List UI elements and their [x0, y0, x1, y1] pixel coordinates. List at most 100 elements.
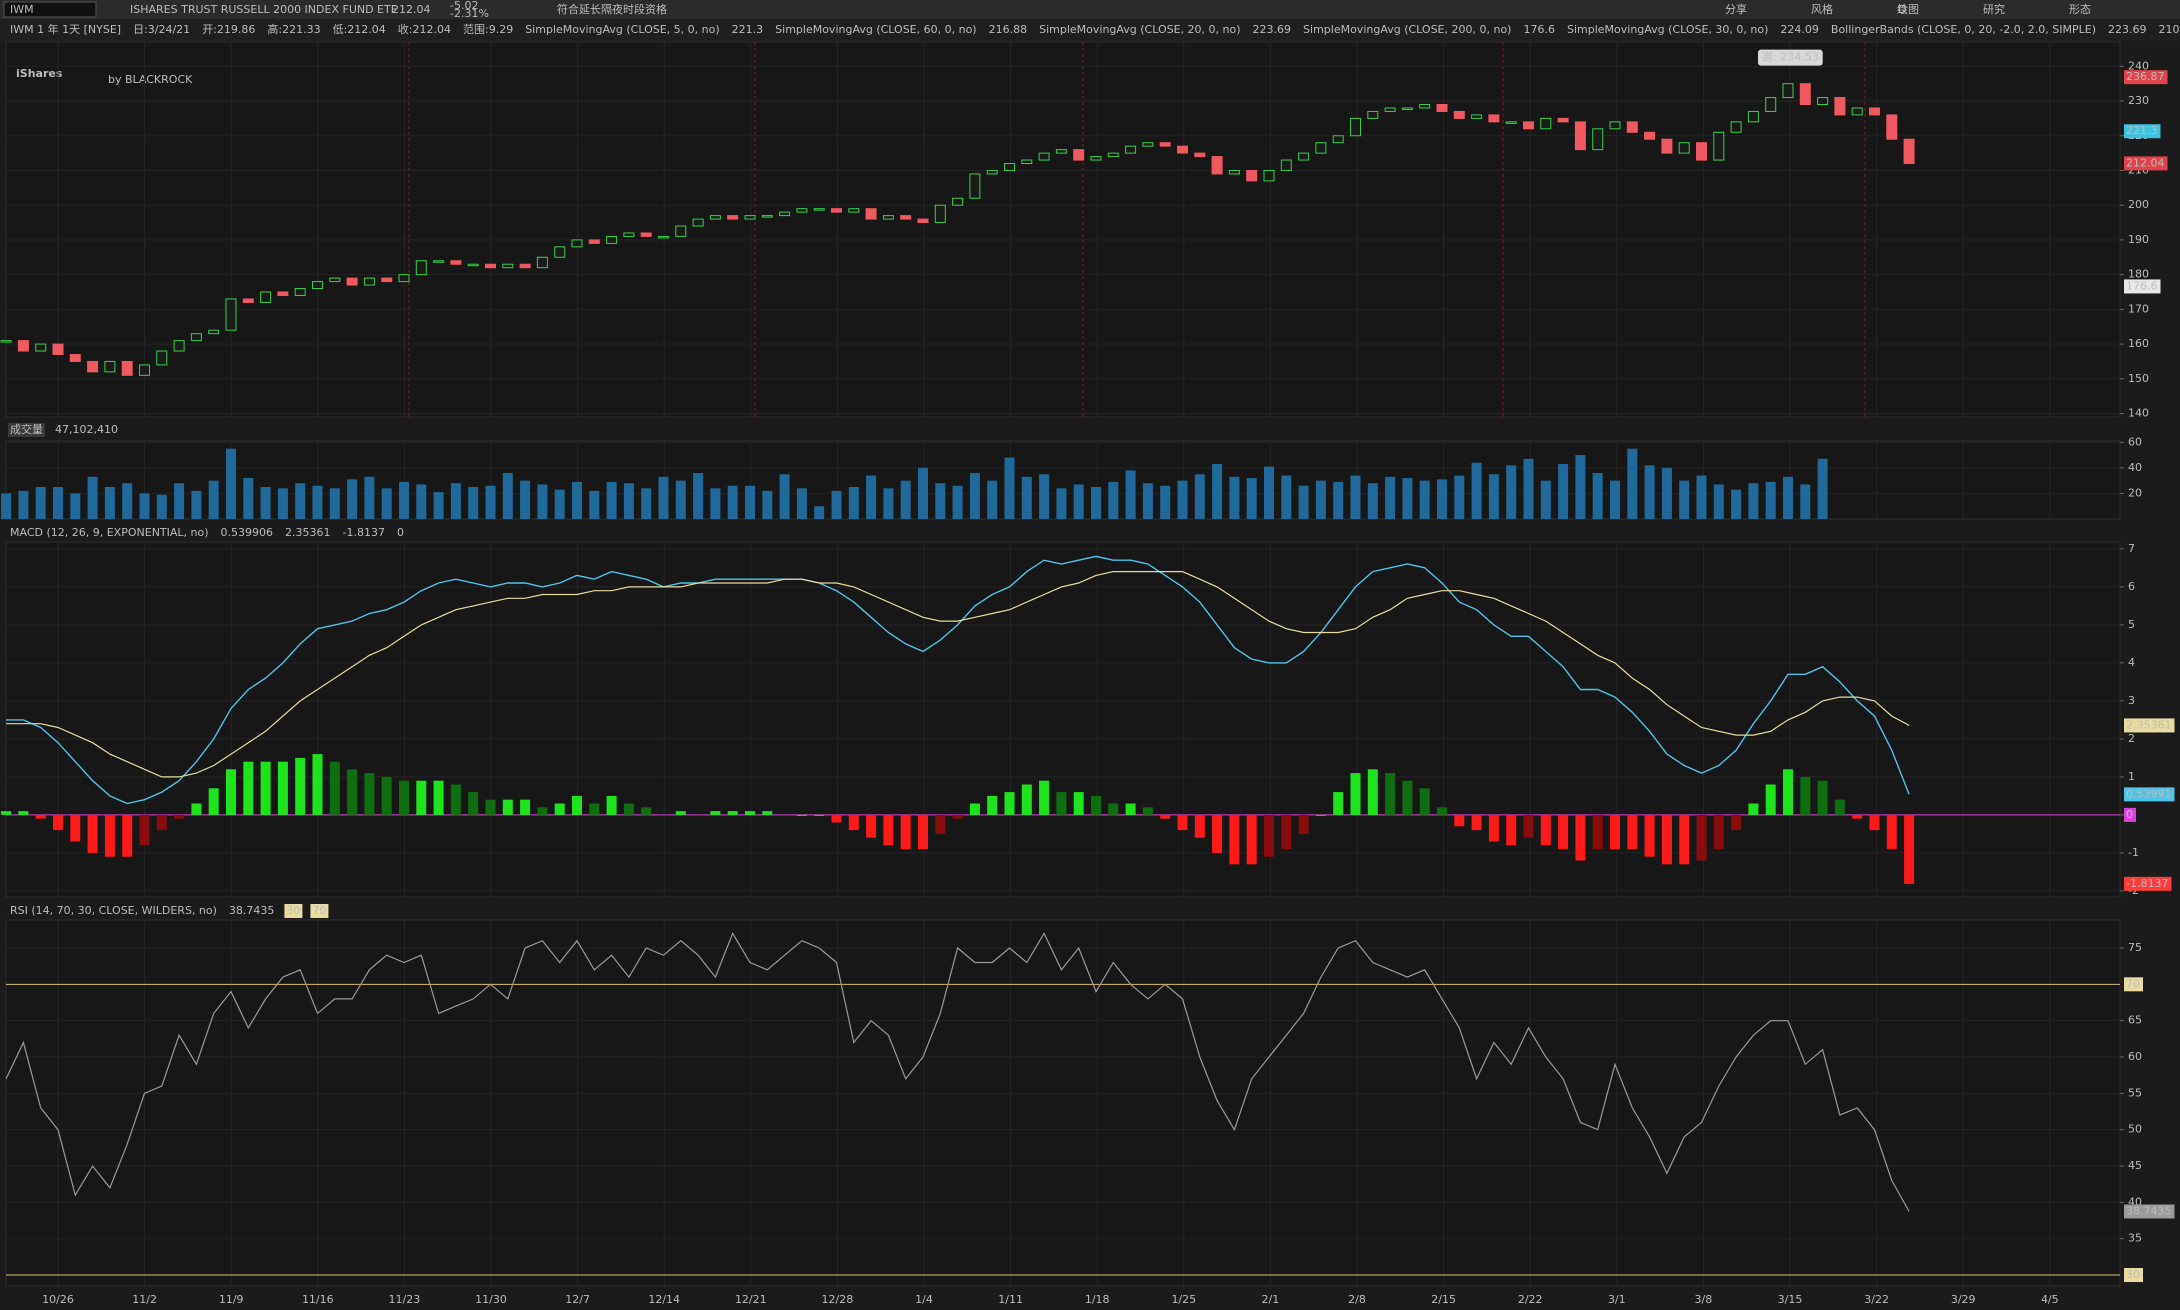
volume-bar [1661, 467, 1672, 519]
volume-bar [1437, 479, 1447, 519]
volume-bar [1350, 475, 1361, 519]
readout: 低:212.04 [333, 23, 386, 36]
y-tick-label: 230 [2128, 94, 2149, 107]
candle [865, 208, 877, 220]
period[interactable]: D [1898, 3, 1906, 16]
rsi-line [5, 932, 1910, 1212]
y-tick-label: 170 [2128, 302, 2149, 315]
candle [1661, 138, 1673, 154]
volume-bar [952, 485, 963, 519]
histogram-bar [191, 803, 202, 815]
high-note-bg [1758, 49, 1823, 66]
toolbar-button[interactable]: 形态 [2069, 3, 2091, 16]
volume-bar [329, 488, 340, 519]
candle [1574, 121, 1586, 151]
volume-bar [641, 488, 652, 519]
volume-bar [87, 476, 98, 519]
readout: 0 [397, 526, 404, 539]
session-badge: 符合延长隔夜时段资格 [557, 2, 667, 16]
volume-bar [1540, 480, 1551, 519]
candle [1298, 152, 1310, 161]
candle [1073, 149, 1085, 161]
volume-bar [1488, 474, 1499, 519]
candle [1350, 117, 1361, 137]
toolbar-button[interactable]: 分享 [1725, 2, 1747, 16]
readout: 收:212.04 [398, 22, 451, 36]
candle [934, 204, 946, 224]
volume-bar [1315, 480, 1326, 519]
candle [381, 277, 393, 283]
histogram-bar [1350, 773, 1361, 815]
histogram-bar [1748, 803, 1759, 815]
volume-bar [433, 492, 444, 519]
symbol-input[interactable] [3, 1, 97, 18]
volume-bar [727, 485, 738, 519]
toolbar-button[interactable]: 风格 [1811, 2, 1833, 16]
candle [1194, 152, 1206, 158]
candle [87, 360, 99, 373]
histogram-bar [1091, 795, 1101, 815]
volume-bar [485, 485, 496, 519]
candle [900, 215, 912, 220]
histogram-bar [900, 814, 911, 850]
histogram-bar [1177, 814, 1188, 831]
candle [1332, 135, 1344, 144]
readout: 216.88 [989, 23, 1028, 36]
histogram-bar [1713, 814, 1724, 850]
candle [450, 260, 462, 265]
histogram-bar [658, 814, 669, 816]
symbol[interactable]: IWM [10, 3, 34, 16]
histogram-bar [1886, 814, 1897, 850]
histogram-bar [1471, 814, 1482, 831]
histogram-bar [502, 799, 513, 815]
volume-bar [1610, 480, 1620, 519]
candle [519, 263, 531, 269]
price-marker-label: 30 [2126, 1268, 2140, 1281]
histogram-bar [1004, 792, 1015, 815]
candle [606, 235, 618, 244]
histogram-bar [1904, 814, 1915, 884]
histogram-bar [572, 795, 582, 815]
readout: 223.69 [1253, 23, 1292, 36]
readout: 范围:9.29 [463, 22, 513, 36]
candle [1384, 107, 1396, 112]
histogram-bar [1125, 803, 1136, 815]
x-tick-label: 10/26 [42, 1293, 74, 1306]
price-marker-label: 236.87 [2126, 70, 2165, 83]
candle [1038, 152, 1050, 161]
volume-bar [156, 494, 167, 519]
volume-bar [693, 472, 704, 519]
watermark-brand: iShares [16, 67, 63, 80]
candle [709, 215, 721, 220]
histogram-bar [814, 814, 825, 816]
volume-bar [1385, 476, 1396, 519]
histogram-bar [1194, 814, 1205, 838]
candle [1142, 142, 1154, 147]
volume-bar [1523, 458, 1534, 519]
histogram-bar [70, 814, 81, 842]
toolbar-button[interactable]: 绘图 [1897, 2, 1919, 16]
histogram-bar [710, 811, 721, 815]
candle [502, 263, 514, 269]
volume-bar [935, 483, 946, 519]
volume-bar [416, 484, 427, 519]
candle [1004, 163, 1015, 171]
y-tick-label: 60 [2128, 435, 2142, 448]
candle [190, 333, 202, 342]
macd-line [6, 555, 1910, 805]
readout-box [284, 904, 303, 918]
candle [1228, 169, 1240, 175]
toolbar-button[interactable]: 研究 [1983, 2, 2005, 16]
histogram-bar [243, 761, 254, 815]
x-tick-label: 4/5 [2041, 1293, 2059, 1306]
y-tick-label: 3 [2128, 694, 2135, 707]
histogram-bar [883, 814, 894, 846]
histogram-bar [1558, 814, 1569, 850]
candle [779, 211, 791, 217]
histogram-bar [796, 814, 807, 816]
candle [225, 298, 237, 331]
candle [1696, 142, 1707, 161]
readout: MACD (12, 26, 9, EXPONENTIAL, no) [10, 526, 209, 539]
x-tick-label: 3/29 [1951, 1293, 1976, 1306]
